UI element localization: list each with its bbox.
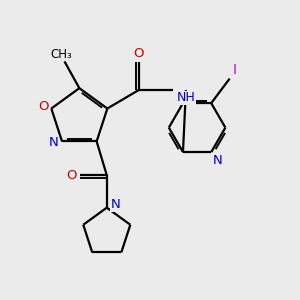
- Text: O: O: [134, 47, 144, 60]
- Text: N: N: [212, 154, 222, 167]
- Text: N: N: [111, 198, 121, 211]
- Text: O: O: [66, 169, 77, 182]
- Text: I: I: [232, 63, 236, 77]
- Text: NH: NH: [176, 91, 195, 104]
- Text: O: O: [38, 100, 48, 113]
- Text: CH₃: CH₃: [51, 48, 72, 61]
- Text: N: N: [49, 136, 59, 149]
